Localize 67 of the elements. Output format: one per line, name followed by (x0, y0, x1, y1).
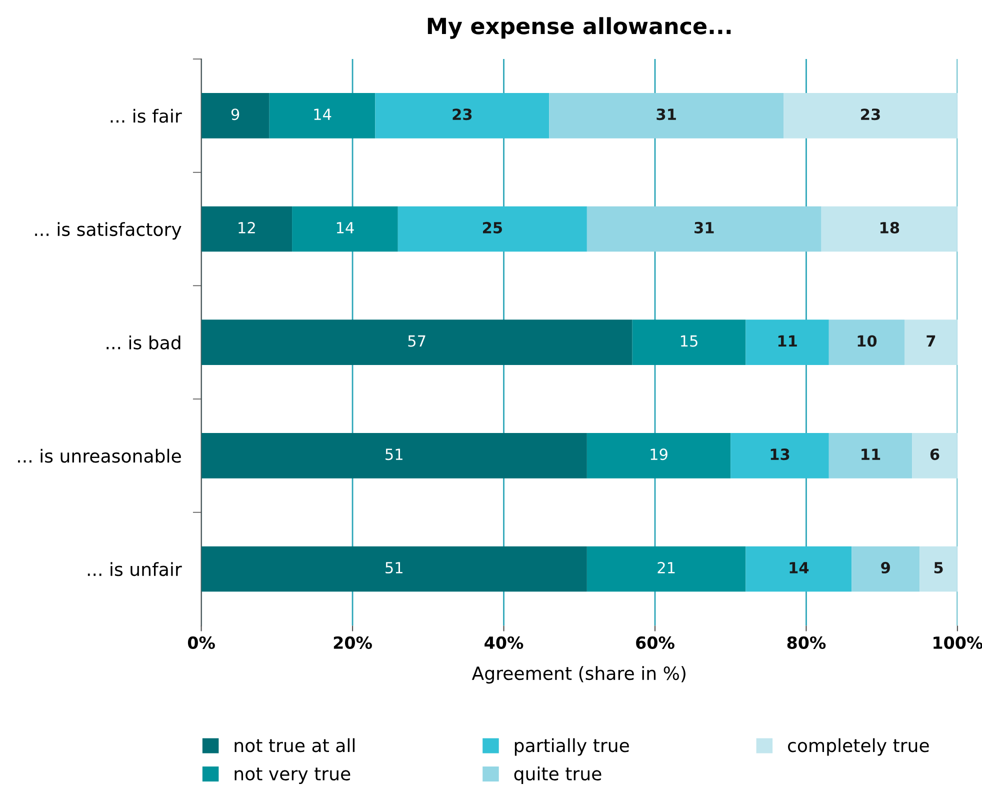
bar (746, 546, 852, 592)
data-label: 13 (770, 448, 790, 460)
bar (746, 320, 829, 366)
data-label: 51 (386, 448, 402, 460)
bar (201, 206, 292, 252)
data-label: 10 (858, 335, 877, 347)
bar (828, 433, 912, 478)
data-label: 6 (930, 448, 940, 460)
bar (586, 546, 746, 592)
data-label: 23 (861, 108, 880, 120)
y-tick-label: ... is bad (106, 335, 180, 350)
bar (730, 433, 829, 478)
data-label: 19 (650, 448, 668, 460)
bar (821, 206, 958, 252)
bar (920, 546, 958, 592)
bar (549, 93, 784, 138)
x-tick-label: 20% (334, 636, 372, 649)
legend-label: partially true (514, 738, 629, 756)
bar (828, 320, 905, 366)
data-label: 15 (680, 335, 698, 347)
bar (632, 320, 746, 366)
x-tick-label: 60% (636, 636, 674, 649)
bar (586, 206, 822, 252)
data-label: 51 (386, 562, 402, 574)
data-label: 31 (694, 222, 714, 234)
data-label: 11 (862, 448, 880, 460)
x-tick-label: 40% (484, 636, 524, 649)
bar (852, 546, 920, 592)
bar (586, 433, 731, 478)
data-label: 31 (656, 108, 676, 120)
data-label: 57 (408, 335, 426, 347)
bar (912, 433, 958, 478)
y-tick-label: ... is fair (110, 108, 182, 123)
data-label: 21 (658, 562, 675, 574)
bar (398, 206, 587, 252)
chart-title: My expense allowance... (428, 17, 731, 39)
bar (375, 93, 550, 138)
y-tick-label: ... is satisfactory (35, 222, 182, 240)
legend-label: quite true (514, 766, 602, 784)
bar (269, 93, 376, 138)
data-label: 18 (880, 222, 900, 234)
bar (292, 206, 398, 252)
data-label: 5 (934, 562, 943, 574)
legend-label: completely true (788, 738, 929, 756)
bar (201, 93, 270, 138)
bar (904, 320, 958, 366)
data-label: 14 (336, 222, 354, 234)
data-label: 12 (238, 222, 255, 234)
x-tick-label: 80% (787, 636, 826, 649)
data-label: 14 (790, 562, 809, 574)
y-tick-label: ... is unreasonable (18, 448, 181, 463)
data-label: 9 (231, 108, 240, 120)
bar (201, 546, 587, 592)
data-label: 9 (881, 562, 890, 574)
data-label: 11 (778, 335, 797, 347)
bar (784, 93, 958, 138)
data-label: 25 (483, 222, 502, 234)
x-tick-label: 0% (188, 636, 215, 649)
data-label: 14 (314, 108, 332, 120)
data-label: 7 (926, 335, 936, 347)
data-label: 23 (452, 108, 472, 120)
y-tick-label: ... is unfair (88, 562, 182, 576)
legend-label: not true at all (234, 738, 355, 752)
bar (201, 320, 632, 366)
x-axis-title: Agreement (share in %) (472, 666, 686, 684)
legend-label: not very true (234, 768, 350, 784)
bar (201, 433, 587, 478)
